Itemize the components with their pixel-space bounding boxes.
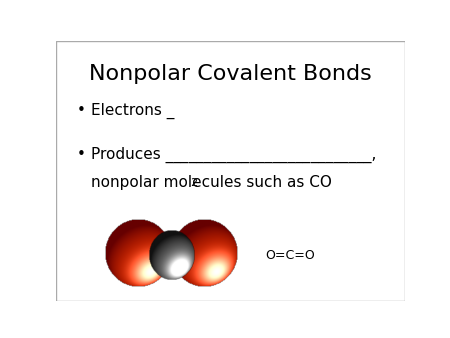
Text: O=C=O: O=C=O (266, 249, 315, 262)
Text: 2: 2 (190, 178, 198, 188)
Text: •: • (77, 147, 86, 162)
Text: Electrons _: Electrons _ (91, 103, 175, 119)
Text: •: • (77, 103, 86, 118)
Text: Nonpolar Covalent Bonds: Nonpolar Covalent Bonds (89, 64, 372, 84)
Text: nonpolar molecules such as CO: nonpolar molecules such as CO (91, 175, 332, 190)
Text: Produces ___________________________,: Produces ___________________________, (91, 147, 377, 164)
